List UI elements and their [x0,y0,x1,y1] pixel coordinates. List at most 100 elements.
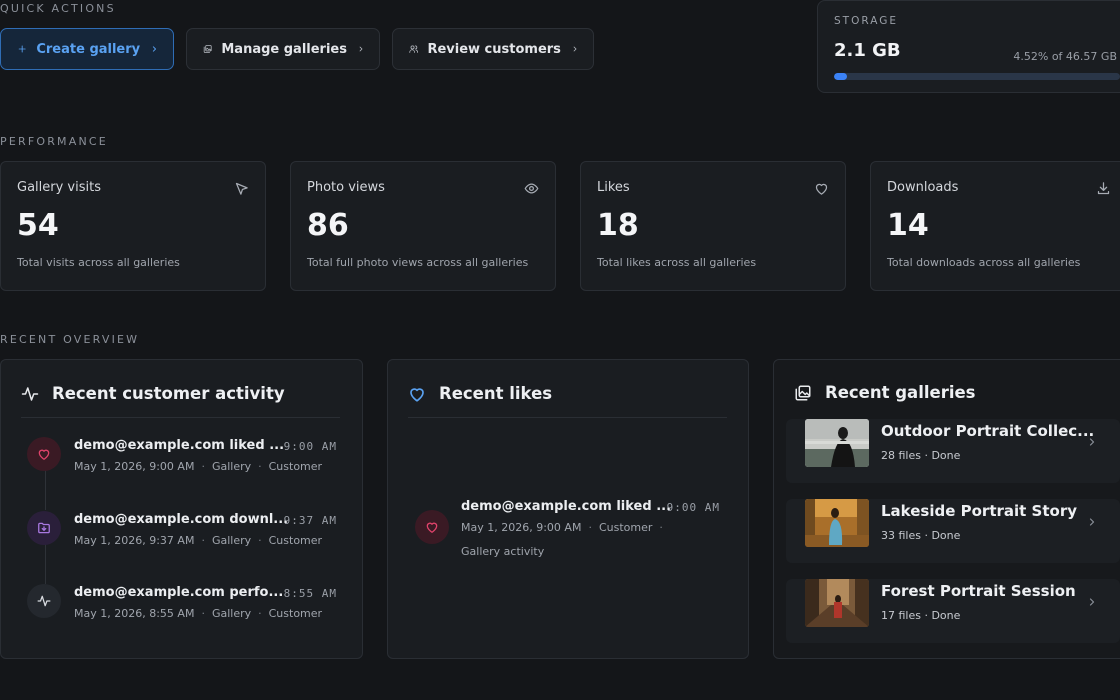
heart-icon [38,449,50,460]
metric-description: Total downloads across all galleries [887,256,1081,269]
gallery-item[interactable]: Lakeside Portrait Story 33 files · Done [786,499,1120,563]
review-customers-label: Review customers [427,41,561,57]
storage-detail: 4.52% of 46.57 GB [1013,50,1117,63]
recent-likes-title: Recent likes [439,384,553,403]
chevron-right-icon [359,46,363,52]
folder-download-icon [38,522,50,534]
download-icon [1097,182,1110,195]
activity-meta: May 1, 2026, 9:00 AM · Gallery · Customer [74,460,323,473]
activity-item[interactable]: demo@example.com downl... 9:37 AM May 1,… [27,511,337,563]
like-item[interactable]: demo@example.com liked ... 9:00 AM May 1… [415,499,720,570]
metric-title: Downloads [887,180,959,195]
eye-icon [524,183,539,194]
like-meta-extra: Gallery activity [461,545,545,558]
recent-activity-header: Recent customer activity [21,384,285,403]
activity-tag: Gallery [211,534,252,547]
activity-meta: May 1, 2026, 9:37 AM · Gallery · Customer [74,534,323,547]
storage-used: 2.1 GB [834,40,901,61]
chevron-right-icon [1089,598,1095,606]
cursor-icon [235,182,248,195]
metric-description: Total full photo views across all galler… [307,256,529,269]
metric-title: Likes [597,180,630,195]
create-gallery-button[interactable]: Create gallery [0,28,174,70]
activity-date: May 1, 2026, 9:00 AM [74,460,195,473]
gallery-meta: 33 files · Done [881,529,961,542]
activity-icon [21,386,39,401]
gallery-item[interactable]: Outdoor Portrait Collec... 28 files · Do… [786,419,1120,483]
activity-date: May 1, 2026, 9:37 AM [74,534,195,547]
heart-icon [426,522,438,533]
activity-tag: Gallery [211,607,252,620]
gallery-thumbnail [805,499,869,547]
storage-label: STORAGE [834,15,898,27]
recent-likes-header: Recent likes [408,384,552,403]
recent-galleries-header: Recent galleries [794,383,976,402]
storage-progress-bar [834,73,1120,80]
metric-value: 14 [887,208,929,243]
gallery-title: Forest Portrait Session [881,582,1076,600]
timeline-line [45,544,46,584]
metric-value: 18 [597,208,639,243]
plus-icon [18,45,26,53]
activity-icon [37,595,51,607]
performance-label: PERFORMANCE [0,135,108,148]
gallery-thumbnail [805,579,869,627]
users-icon [409,45,419,53]
gallery-title: Outdoor Portrait Collec... [881,422,1095,440]
recent-overview-label: RECENT OVERVIEW [0,333,140,346]
create-gallery-label: Create gallery [36,41,141,57]
activity-tag: Gallery [211,460,252,473]
activity-tag: Customer [268,534,323,547]
chevron-right-icon [573,46,577,52]
activity-date: May 1, 2026, 8:55 AM [74,607,195,620]
metric-title: Gallery visits [17,180,101,195]
like-time: 9:00 AM [666,501,720,514]
metric-photo-views: Photo views 86 Total full photo views ac… [290,161,556,291]
divider [408,417,727,418]
like-tag: Customer [598,521,653,534]
manage-galleries-label: Manage galleries [221,41,347,57]
gallery-meta: 17 files · Done [881,609,961,622]
activity-time: 9:37 AM [283,514,337,527]
review-customers-button[interactable]: Review customers [392,28,594,70]
metric-value: 54 [17,208,59,243]
like-date: May 1, 2026, 9:00 AM [461,521,582,534]
activity-item[interactable]: demo@example.com liked ... 9:00 AM May 1… [27,437,337,489]
gallery-title: Lakeside Portrait Story [881,502,1078,520]
activity-title: demo@example.com perfo... [74,585,284,600]
metric-likes: Likes 18 Total likes across all gallerie… [580,161,846,291]
storage-progress-fill [834,73,847,80]
storage-card: STORAGE 2.1 GB 4.52% of 46.57 GB [817,0,1120,93]
activity-title: demo@example.com liked ... [74,438,285,453]
gallery-icon [795,385,811,400]
like-title: demo@example.com liked ... [461,499,672,514]
gallery-thumbnail-image [805,579,869,627]
heart-icon [410,387,424,402]
activity-badge [27,437,61,471]
like-meta: May 1, 2026, 9:00 AM · Customer · [461,521,663,534]
recent-likes-panel: Recent likes demo@example.com liked ... … [387,359,749,659]
quick-actions-label: QUICK ACTIONS [0,2,116,15]
recent-galleries-title: Recent galleries [825,383,976,402]
recent-activity-panel: Recent customer activity demo@example.co… [0,359,363,659]
activity-badge [27,511,61,545]
activity-tag: Customer [268,607,323,620]
metric-downloads: Downloads 14 Total downloads across all … [870,161,1120,291]
gallery-thumbnail [805,419,869,467]
gallery-meta: 28 files · Done [881,449,961,462]
metric-gallery-visits: Gallery visits 54 Total visits across al… [0,161,266,291]
activity-time: 8:55 AM [283,587,337,600]
gallery-icon [203,45,212,53]
heart-icon [815,183,828,195]
manage-galleries-button[interactable]: Manage galleries [186,28,380,70]
metric-value: 86 [307,208,349,243]
gallery-item[interactable]: Forest Portrait Session 17 files · Done [786,579,1120,643]
metric-description: Total visits across all galleries [17,256,180,269]
activity-item[interactable]: demo@example.com perfo... 8:55 AM May 1,… [27,584,337,636]
gallery-thumbnail-image [805,419,869,467]
metric-title: Photo views [307,180,385,195]
timeline-line [45,470,46,510]
activity-badge [27,584,61,618]
like-badge [415,510,449,544]
gallery-thumbnail-image [805,499,869,547]
